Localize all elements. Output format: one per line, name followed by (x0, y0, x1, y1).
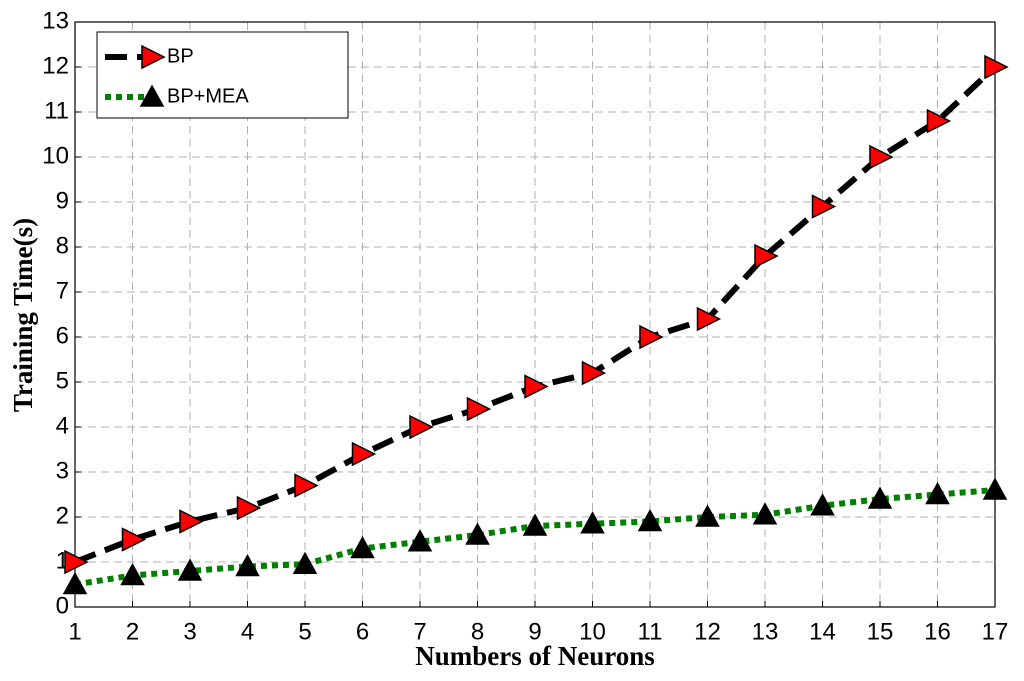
x-tick-label: 4 (241, 618, 254, 645)
marker (754, 243, 779, 269)
x-axis-title: Numbers of Neurons (415, 641, 655, 671)
marker (139, 84, 165, 107)
marker (292, 551, 318, 574)
marker (925, 481, 950, 505)
y-tick-label: 13 (42, 7, 69, 34)
x-tick-label: 1 (68, 618, 81, 645)
x-tick-label: 10 (579, 618, 606, 645)
marker (869, 144, 894, 170)
y-axis-title: Training Time(s) (8, 218, 38, 412)
marker (409, 414, 434, 440)
marker (120, 562, 145, 586)
marker (696, 306, 722, 332)
x-tick-label: 15 (867, 618, 894, 645)
y-tick-label: 7 (56, 277, 69, 304)
x-tick-label: 5 (298, 618, 311, 645)
marker (465, 522, 490, 545)
marker (64, 549, 89, 575)
marker (177, 558, 203, 581)
marker (294, 473, 319, 498)
marker (810, 493, 835, 516)
legend-box (96, 31, 349, 119)
x-tick-label: 14 (809, 618, 836, 645)
y-tick-label: 6 (56, 322, 69, 349)
marker (982, 477, 1008, 500)
marker (350, 535, 375, 559)
y-tick-label: 0 (56, 592, 69, 619)
x-tick-label: 3 (183, 618, 196, 645)
marker (62, 571, 88, 595)
x-tick-label: 2 (126, 618, 139, 645)
marker (179, 509, 204, 534)
y-tick-label: 3 (56, 457, 69, 484)
marker (695, 504, 720, 527)
x-tick-label: 9 (528, 618, 541, 645)
marker (581, 360, 607, 386)
plot-frame (74, 21, 996, 608)
marker (524, 374, 549, 399)
marker (236, 495, 262, 521)
y-tick-label: 2 (56, 502, 69, 529)
marker (752, 502, 778, 525)
x-tick-label: 7 (413, 618, 426, 645)
marker (351, 441, 377, 467)
legend-label: BP+MEA (167, 85, 249, 107)
x-tick-label: 16 (924, 618, 951, 645)
marker (984, 54, 1009, 80)
marker (637, 508, 663, 532)
x-tick-label: 8 (471, 618, 484, 645)
y-tick-label: 4 (56, 412, 69, 439)
y-tick-label: 10 (42, 142, 69, 169)
marker (811, 194, 837, 219)
marker (926, 108, 952, 134)
marker (639, 324, 664, 350)
x-tick-label: 13 (752, 618, 779, 645)
marker (121, 527, 147, 552)
y-tick-label: 8 (56, 232, 69, 259)
y-tick-label: 5 (56, 367, 69, 394)
y-tick-label: 11 (44, 97, 69, 124)
marker (867, 486, 893, 509)
y-tick-label: 12 (42, 52, 69, 79)
legend-label: BP (167, 45, 194, 67)
x-tick-label: 6 (356, 618, 369, 645)
x-tick-label: 11 (638, 618, 663, 645)
marker (522, 513, 548, 536)
marker (407, 529, 433, 552)
x-tick-label: 12 (694, 618, 721, 645)
marker (235, 553, 260, 577)
marker (466, 396, 492, 422)
marker (141, 44, 166, 70)
marker (580, 511, 605, 534)
y-tick-label: 9 (56, 187, 69, 214)
x-tick-label: 17 (982, 618, 1009, 645)
